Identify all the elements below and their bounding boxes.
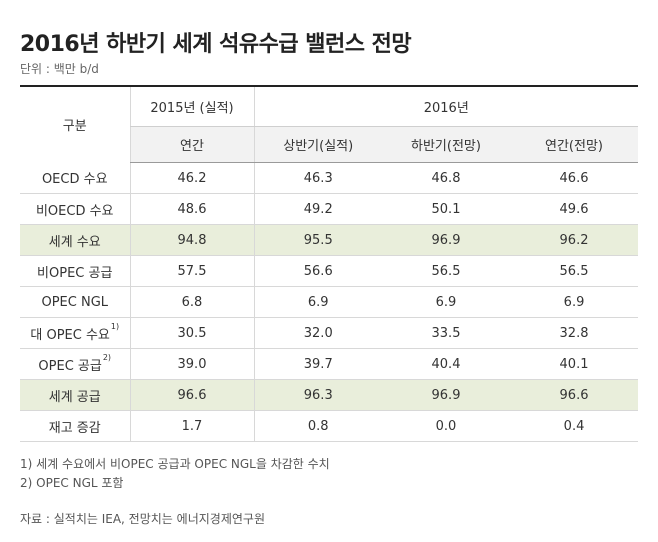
row-label-text: 세계 수요 — [48, 234, 101, 250]
row-label: OECD 수요 — [20, 162, 130, 194]
row-label: 세계 공급 — [20, 379, 130, 411]
footnote-2: 2) OPEC NGL 포함 — [20, 476, 124, 490]
table-cell: 56.5 — [382, 255, 510, 287]
table-row: OECD 수요 46.2 46.3 46.8 46.6 — [20, 162, 639, 194]
header-category: 구분 — [62, 119, 87, 135]
table-cell: 95.5 — [253, 224, 382, 256]
header-group-2016: 2016년 — [253, 86, 639, 127]
table-cell: 39.7 — [253, 348, 382, 380]
footnotes: 1) 세계 수요에서 비OPEC 공급과 OPEC NGL을 차감한 수치 2)… — [20, 455, 330, 493]
row-label: OPEC NGL — [20, 286, 130, 318]
table-cell: 46.8 — [382, 162, 510, 194]
table-cell: 49.2 — [253, 193, 382, 225]
footnote-marker: 1) — [110, 321, 120, 331]
table-row: 세계 수요 94.8 95.5 96.9 96.2 — [20, 224, 639, 256]
table-cell: 32.0 — [253, 317, 382, 349]
page-title: 2016년 하반기 세계 석유수급 밸런스 전망 — [20, 32, 412, 57]
table-cell: 96.9 — [382, 379, 510, 411]
table-row: OPEC NGL 6.8 6.9 6.9 6.9 — [20, 286, 639, 318]
table-cell: 39.0 — [129, 348, 254, 380]
table-cell: 6.9 — [510, 286, 639, 318]
header-col-2016-h2: 하반기(전망) — [382, 126, 510, 163]
unit-label: 단위 : 백만 b/d — [20, 62, 99, 76]
row-label-text: 대 OPEC 수요 — [30, 327, 110, 343]
table-cell: 32.8 — [510, 317, 639, 349]
table-cell: 40.1 — [510, 348, 639, 380]
table-cell: 0.0 — [382, 410, 510, 442]
row-label: 대 OPEC 수요1) — [20, 317, 130, 349]
table-cell: 0.8 — [253, 410, 382, 442]
table-cell: 6.9 — [253, 286, 382, 318]
header-col-2016-h1: 상반기(실적) — [253, 126, 382, 163]
row-label: OPEC 공급2) — [20, 348, 130, 380]
table-row: 비OECD 수요 48.6 49.2 50.1 49.6 — [20, 193, 639, 225]
row-label: 재고 증감 — [20, 410, 130, 442]
table-cell: 6.9 — [382, 286, 510, 318]
table-cell: 46.3 — [253, 162, 382, 194]
table-cell: 46.2 — [129, 162, 254, 194]
row-label: 세계 수요 — [20, 224, 130, 256]
table-cell: 48.6 — [129, 193, 254, 225]
source-note: 자료 : 실적치는 IEA, 전망치는 에너지경제연구원 — [20, 512, 265, 526]
table-cell: 56.5 — [510, 255, 639, 287]
table-cell: 40.4 — [382, 348, 510, 380]
table-cell: 96.9 — [382, 224, 510, 256]
header-group-2015: 2015년 (실적) — [129, 86, 254, 127]
table-body: OECD 수요 46.2 46.3 46.8 46.6 비OECD 수요 48.6 49.2 5… — [20, 162, 639, 442]
row-label-text: OECD 수요 — [41, 172, 108, 188]
table-cell: 96.2 — [510, 224, 639, 256]
row-label: 비OECD 수요 — [20, 193, 130, 225]
header-col-2015-annual: 연간 — [129, 126, 254, 163]
row-label-text: 비OPEC 공급 — [37, 265, 113, 281]
header-col-2016-annual: 연간(전망) — [510, 126, 639, 163]
footnote-1: 1) 세계 수요에서 비OPEC 공급과 OPEC NGL을 차감한 수치 — [20, 457, 330, 471]
table-cell: 46.6 — [510, 162, 639, 194]
table-cell: 49.6 — [510, 193, 639, 225]
row-label-text: 재고 증감 — [48, 420, 101, 436]
table-cell: 6.8 — [129, 286, 254, 318]
row-label: 비OPEC 공급 — [20, 255, 130, 287]
row-label-text: OPEC NGL — [41, 294, 109, 310]
table-cell: 57.5 — [129, 255, 254, 287]
footnote-marker: 2) — [102, 352, 112, 362]
table-cell: 96.6 — [510, 379, 639, 411]
row-label-text: OPEC 공급 — [38, 358, 102, 374]
table-row: 재고 증감 1.7 0.8 0.0 0.4 — [20, 410, 639, 442]
table-cell: 94.8 — [129, 224, 254, 256]
row-label-text: 비OECD 수요 — [35, 203, 114, 219]
oil-balance-table: 구분 2015년 (실적) 2016년 연간 상반기(실적) 하반기(전망) 연… — [20, 85, 639, 442]
table-cell: 96.6 — [129, 379, 254, 411]
table-cell: 1.7 — [129, 410, 254, 442]
row-label-text: 세계 공급 — [48, 389, 101, 405]
table-cell: 96.3 — [253, 379, 382, 411]
table-cell: 50.1 — [382, 193, 510, 225]
table-cell: 0.4 — [510, 410, 639, 442]
table-row: 대 OPEC 수요1) 30.5 32.0 33.5 32.8 — [20, 317, 639, 349]
table-cell: 30.5 — [129, 317, 254, 349]
table-row: 세계 공급 96.6 96.3 96.9 96.6 — [20, 379, 639, 411]
table-cell: 56.6 — [253, 255, 382, 287]
table-row: OPEC 공급2) 39.0 39.7 40.4 40.1 — [20, 348, 639, 380]
table-cell: 33.5 — [382, 317, 510, 349]
table-row: 비OPEC 공급 57.5 56.6 56.5 56.5 — [20, 255, 639, 287]
